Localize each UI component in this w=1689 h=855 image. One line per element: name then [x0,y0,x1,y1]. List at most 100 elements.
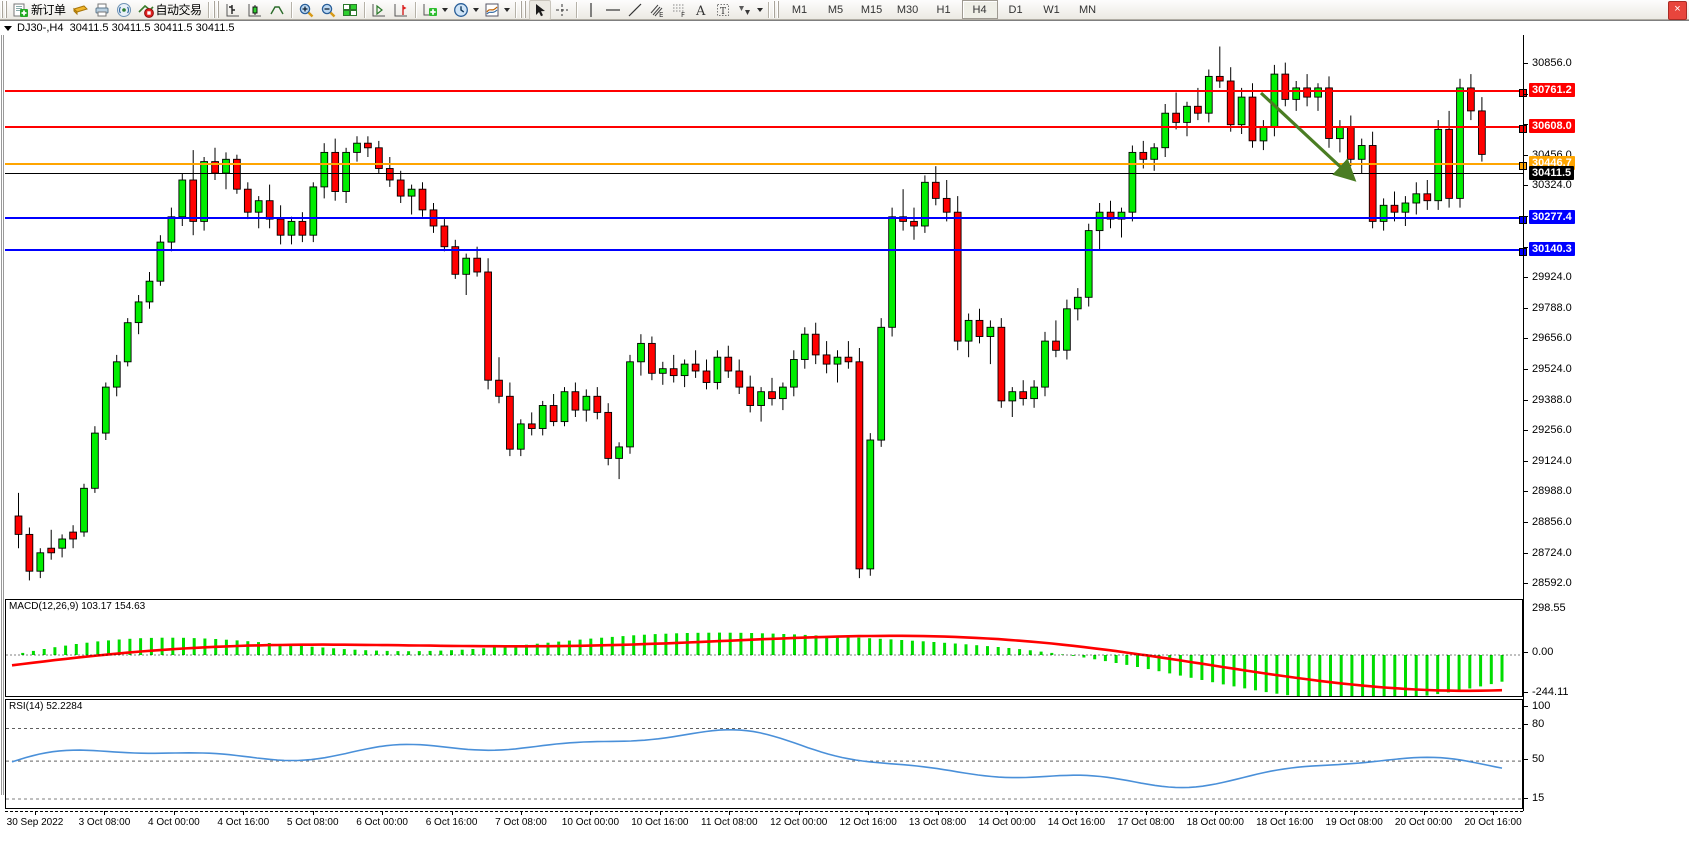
bearish-arrow-icon[interactable] [1255,87,1365,192]
price-tick [1524,185,1528,187]
toolbar-grip-4[interactable] [772,1,780,18]
horizontal-line-tool[interactable] [602,0,624,20]
price-tick-label: 29524.0 [1532,363,1572,375]
auto-trading-button[interactable]: 自动交易 [135,0,205,20]
time-tick [590,811,592,815]
zoom-out-icon [320,2,336,18]
time-axis[interactable]: 30 Sep 2022 3 Oct 08:00 4 Oct 00:00 4 Oct 1… [5,811,1523,855]
zoom-in-icon [298,2,314,18]
price-level-badge-support-1[interactable]: 30277.4 [1529,210,1575,224]
label-tool[interactable]: T [712,0,734,20]
line-chart-button[interactable] [266,0,288,20]
chart-menu-triangle-icon[interactable] [4,25,12,31]
candlestick-chart-button[interactable] [244,0,266,20]
price-tick [1524,246,1528,248]
bar-chart-button[interactable] [222,0,244,20]
signals-button[interactable] [113,0,135,20]
price-tick-label: 28856.0 [1532,516,1572,528]
templates-button[interactable] [481,0,503,20]
macd-pane[interactable]: MACD(12,26,9) 103.17 154.63 [5,599,1523,697]
fibonacci-tool[interactable]: F [668,0,690,20]
level-line-support-2[interactable] [5,248,1527,256]
rsi-scale-100: 100 [1532,700,1551,712]
text-a-icon: A [693,2,709,18]
toolbar-separator-4 [414,1,416,18]
chart-shift-button[interactable] [390,0,412,20]
horizontal-line-icon [605,2,621,18]
time-tick [1284,811,1286,815]
time-tick-label: 18 Oct 00:00 [1186,817,1244,828]
time-tick-label: 3 Oct 08:00 [78,817,131,828]
price-level-badge-resistance-1[interactable]: 30761.2 [1529,83,1575,97]
templates-dropdown-caret[interactable] [503,2,512,18]
channel-e-icon: E [649,2,665,18]
price-tick [1524,583,1528,585]
shapes-tool[interactable] [734,0,756,20]
time-tick-label: 10 Oct 00:00 [561,817,620,828]
trendline-tool[interactable] [624,0,646,20]
shapes-dropdown-caret[interactable] [756,2,765,18]
auto-scroll-button[interactable] [368,0,390,20]
print-button[interactable] [91,0,113,20]
time-tick [1493,811,1494,815]
price-tick-label: 28724.0 [1532,546,1572,559]
signal-icon [116,2,132,18]
time-tick [1423,811,1425,815]
time-tick-label: 4 Oct 16:00 [217,817,270,828]
tile-windows-button[interactable] [339,0,361,20]
time-tick-label: 7 Oct 08:00 [495,817,547,828]
macd-scale-top: 298.55 [1532,602,1566,614]
timeframe-m5[interactable]: M5 [827,3,844,16]
new-order-button[interactable]: 新订单 [10,0,69,20]
time-tick-label: 12 Oct 16:00 [839,817,897,828]
time-tick [521,811,522,815]
timeframe-d1[interactable]: D1 [1008,3,1023,16]
price-level-badge-current-price[interactable]: 30411.5 [1529,166,1575,180]
periods-button[interactable] [450,0,472,20]
crosshair-tool[interactable] [551,0,573,20]
toolbar-separator-7 [767,1,769,18]
toolbar-grip[interactable] [1,1,8,18]
zoom-out-button[interactable] [317,0,339,20]
cursor-tool[interactable] [528,0,551,20]
time-tick-label: 20 Oct 00:00 [1394,817,1453,828]
timeframe-m30[interactable]: M30 [896,3,919,16]
rsi-pane[interactable]: RSI(14) 52.2284 [5,699,1523,809]
level-line-support-1[interactable] [5,216,1527,224]
timeframe-m1[interactable]: M1 [791,3,808,16]
text-tool[interactable]: A [690,0,712,20]
gold-bar-button[interactable] [69,0,91,20]
timeframe-h1[interactable]: H1 [936,3,951,16]
equidistant-channel-tool[interactable]: E [646,0,668,20]
price-tick-label: 29388.0 [1532,393,1572,406]
time-tick-label: 5 Oct 08:00 [286,817,339,828]
fibonacci-f-icon: F [671,2,687,18]
price-scale[interactable]: 30856.030724.030588.030456.030324.030188… [1523,35,1689,811]
indicators-button[interactable] [419,0,441,20]
time-tick [659,811,661,815]
price-candles [14,46,1486,581]
indicators-dropdown-caret[interactable] [441,2,450,18]
timeframe-h4[interactable]: H4 [961,0,998,19]
zoom-in-button[interactable] [295,0,317,20]
price-tick [1524,522,1528,523]
chart-window: DJ30-,H4 30411.5 30411.5 30411.5 30411.5… [0,20,1689,854]
price-tick [1524,124,1528,126]
price-pane[interactable] [5,35,1527,585]
timeframe-mn[interactable]: MN [1078,3,1097,16]
time-tick [173,811,175,815]
periods-dropdown-caret[interactable] [472,2,481,18]
timeframe-m15[interactable]: M15 [860,3,883,16]
price-level-badge-support-2[interactable]: 30140.3 [1529,242,1575,256]
toolbar-grip-3[interactable] [519,1,527,18]
vertical-line-tool[interactable] [580,0,602,20]
price-level-badge-resistance-2[interactable]: 30608.0 [1529,119,1575,133]
toolbar-separator-5 [514,1,516,18]
time-axis-divider [5,811,1523,812]
svg-text:T: T [720,7,726,17]
close-icon[interactable]: × [1668,0,1687,20]
timeframe-w1[interactable]: W1 [1043,3,1060,16]
time-tick [451,811,453,815]
toolbar-grip-2[interactable] [212,1,220,18]
rsi-scale-15: 15 [1532,792,1545,804]
